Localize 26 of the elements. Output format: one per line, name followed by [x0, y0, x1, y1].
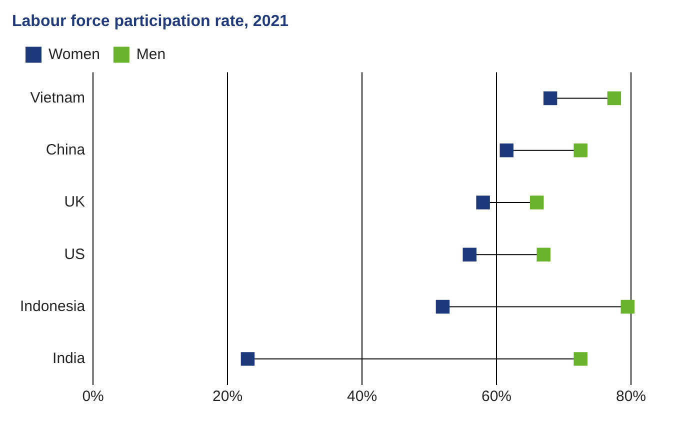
point: [574, 144, 588, 158]
legend-label: Men: [136, 46, 166, 63]
point: [436, 300, 450, 314]
x-tick-label: 20%: [212, 388, 243, 406]
y-tick-label: Vietnam: [30, 89, 86, 106]
y-tick-label: UK: [64, 194, 86, 211]
x-tick-label: 0%: [82, 388, 104, 406]
point: [240, 352, 255, 366]
point: [476, 196, 490, 210]
point: [620, 300, 634, 314]
y-tick-label: US: [64, 246, 86, 263]
point: [543, 91, 558, 106]
point: [536, 248, 550, 262]
point: [462, 248, 476, 262]
legend-label: Women: [48, 46, 100, 63]
x-tick-label: 80%: [616, 388, 646, 406]
chart-title: Labour force participation rate, 2021: [12, 13, 289, 30]
x-tick-label: 60%: [482, 388, 512, 406]
y-tick-label: Indonesia: [20, 298, 86, 315]
y-tick-label: India: [52, 350, 86, 368]
point: [530, 196, 544, 210]
y-tick-label: China: [46, 142, 86, 159]
point: [574, 352, 588, 366]
point: [500, 144, 514, 158]
x-tick-label: 40%: [347, 388, 378, 406]
point: [607, 91, 622, 106]
